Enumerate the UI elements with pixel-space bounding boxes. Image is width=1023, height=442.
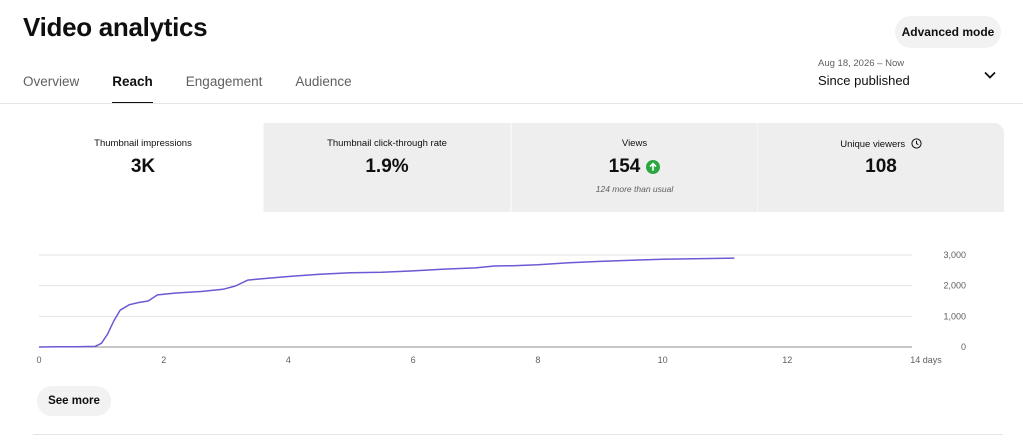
- x-tick-label: 12: [782, 355, 792, 365]
- metric-label: Views: [621, 138, 648, 149]
- metric-value: 108: [865, 156, 897, 177]
- y-tick-label: 2,000: [943, 281, 966, 291]
- series-line: [38, 257, 735, 348]
- x-tick-label: 2: [161, 355, 166, 365]
- x-tick-label: 4: [286, 355, 291, 365]
- card-divider: [33, 434, 1003, 435]
- metric-value: 154: [608, 156, 641, 177]
- date-range-text: Aug 18, 2026 – Now: [818, 58, 905, 69]
- metric-click-through-rate[interactable]: Thumbnail click-through rate 1.9%: [263, 123, 510, 212]
- metric-label: Unique viewers: [840, 139, 906, 150]
- see-more-button[interactable]: See more: [37, 386, 111, 416]
- tab-overview[interactable]: Overview: [23, 74, 80, 89]
- tab-bar: Overview Reach Engagement Audience: [23, 74, 385, 104]
- date-period-text: Since published: [818, 73, 910, 88]
- metric-value-row: 154: [512, 156, 757, 178]
- metrics-card: Thumbnail impressions 3K Thumbnail click…: [23, 123, 1004, 437]
- metric-value: 1.9%: [365, 156, 409, 177]
- x-tick-label: 14 days: [910, 355, 942, 365]
- x-tick-label: 6: [411, 355, 416, 365]
- chevron-down-icon: [984, 71, 996, 79]
- metric-views[interactable]: Views 154 124 more than usual: [510, 123, 757, 212]
- y-tick-label: 1,000: [943, 311, 966, 321]
- reach-line-chart: 0 1,000 2,000 3,000 0 2 4 6 8 10 12 14 days: [36, 250, 966, 365]
- metric-label-row: Unique viewers: [758, 138, 1004, 150]
- tab-audience[interactable]: Audience: [295, 74, 352, 89]
- metric-label: Thumbnail impressions: [94, 138, 192, 149]
- y-tick-label: 0: [961, 342, 966, 352]
- x-tick-label: 10: [658, 355, 668, 365]
- metric-subtext: 124 more than usual: [595, 184, 674, 194]
- tab-engagement[interactable]: Engagement: [185, 74, 263, 89]
- metric-thumbnail-impressions[interactable]: Thumbnail impressions 3K: [23, 123, 263, 212]
- x-tick-label: 8: [535, 355, 540, 365]
- metric-value: 3K: [130, 156, 156, 177]
- x-tick-label: 0: [36, 355, 41, 365]
- metric-unique-viewers[interactable]: Unique viewers 108: [757, 123, 1004, 212]
- arrow-up-icon: [646, 160, 661, 174]
- date-range-picker[interactable]: Aug 18, 2026 – Now Since published: [818, 58, 1004, 98]
- clock-icon: [911, 138, 922, 149]
- metric-tabs: Thumbnail impressions 3K Thumbnail click…: [23, 123, 1004, 212]
- tabs-divider: [0, 103, 1023, 104]
- metric-label: Thumbnail click-through rate: [327, 138, 447, 149]
- page-title: Video analytics: [23, 12, 208, 42]
- tab-reach[interactable]: Reach: [112, 74, 153, 104]
- advanced-mode-button[interactable]: Advanced mode: [895, 16, 1001, 48]
- y-tick-label: 3,000: [943, 250, 966, 260]
